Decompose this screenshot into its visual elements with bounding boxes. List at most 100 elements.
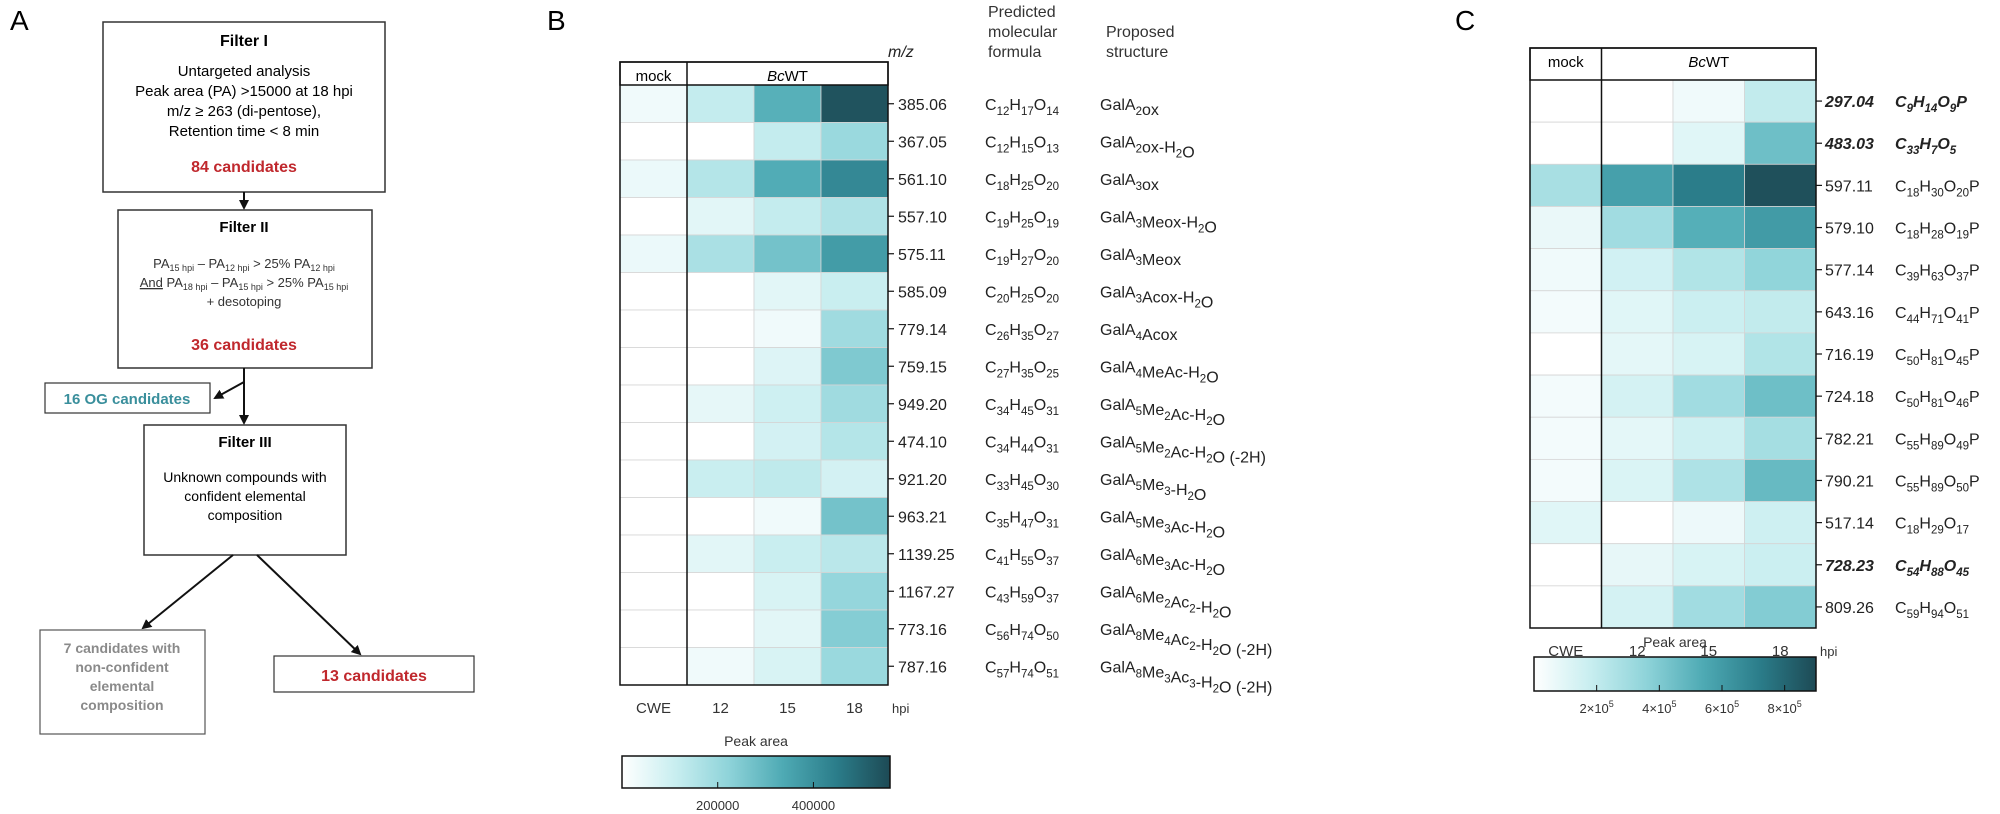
heatmap-cell bbox=[1529, 585, 1602, 629]
formula-label: C34H44O31 bbox=[985, 434, 1059, 455]
heatmap-cell bbox=[1601, 79, 1674, 123]
heatmap-cell bbox=[619, 272, 688, 311]
mz-label: 790.21 bbox=[1825, 473, 1874, 490]
mz-label: 575.11 bbox=[898, 247, 946, 264]
formula-label: C27H35O25 bbox=[985, 359, 1059, 380]
mz-label: 367.05 bbox=[898, 134, 947, 151]
column-label: 18 bbox=[1772, 643, 1789, 660]
structure-label: GalA6Me2Ac2-H2O bbox=[1100, 584, 1231, 621]
heatmap-cell bbox=[1601, 290, 1674, 334]
heatmap-cell bbox=[1601, 416, 1674, 460]
colorbar-c: Peak area 2×105 4×105 6×105 8×105 bbox=[1533, 634, 1817, 716]
heatmap-cell bbox=[1672, 206, 1745, 250]
mz-label: 561.10 bbox=[898, 172, 947, 189]
heatmap-b: mock BcWT CWE 12 15 18 hpi 385.06 C12H17O14 GalA2… bbox=[619, 4, 1272, 717]
mz-label: 1167.27 bbox=[898, 584, 955, 601]
header-structure: structure bbox=[1106, 44, 1168, 61]
heatmap-cell bbox=[1744, 121, 1817, 165]
formula-label: C19H27O20 bbox=[985, 247, 1059, 268]
heatmap-cell bbox=[1672, 79, 1745, 123]
heatmap-cell bbox=[1529, 458, 1602, 502]
colorbar-tick-label: 2×105 bbox=[1580, 699, 1614, 716]
formula-label: C12H15O13 bbox=[985, 134, 1059, 155]
heatmap-cell bbox=[753, 497, 822, 536]
filter1-result: 84 candidates bbox=[191, 159, 297, 176]
heatmap-cell bbox=[1529, 163, 1602, 207]
heatmap-cell bbox=[1601, 585, 1674, 629]
heatmap-cell bbox=[1529, 121, 1602, 165]
header-structure: Proposed bbox=[1106, 24, 1175, 41]
heatmap-cell bbox=[686, 84, 755, 123]
heatmap-cell bbox=[1672, 416, 1745, 460]
formula-label: C33H45O30 bbox=[985, 472, 1059, 493]
heatmap-cell bbox=[1529, 416, 1602, 460]
formula-label: C18H25O20 bbox=[985, 172, 1059, 193]
colorbar-tick-label: 8×105 bbox=[1768, 699, 1802, 716]
column-label: 12 bbox=[1629, 643, 1646, 660]
heatmap-cell bbox=[1672, 458, 1745, 502]
colorbar-title: Peak area bbox=[724, 733, 788, 749]
group-label-mock: mock bbox=[1548, 54, 1584, 71]
filter1-box bbox=[102, 21, 386, 193]
mz-label: 716.19 bbox=[1825, 347, 1874, 364]
mz-label: 643.16 bbox=[1825, 305, 1874, 322]
heatmap-cell bbox=[753, 122, 822, 161]
heatmap-cell bbox=[753, 197, 822, 236]
mz-label: 759.15 bbox=[898, 359, 947, 376]
heatmap-cell bbox=[1672, 332, 1745, 376]
structure-label: GalA4MeAc-H2O bbox=[1100, 359, 1219, 386]
heatmap-cell bbox=[686, 534, 755, 573]
mz-label: 728.23 bbox=[1825, 558, 1874, 575]
group-label-bcwt: BcWT bbox=[767, 68, 808, 85]
heatmap-cell bbox=[753, 572, 822, 611]
heatmap-cell bbox=[753, 234, 822, 273]
structure-label: GalA5Me2Ac-H2O (-2H) bbox=[1100, 434, 1266, 466]
heatmap-cell bbox=[686, 197, 755, 236]
colorbar-tick-label: 400000 bbox=[792, 798, 835, 813]
heatmap-cell bbox=[686, 159, 755, 198]
formula-label: C56H74O50 bbox=[985, 622, 1059, 643]
formula-label: C54H88O45 bbox=[1895, 558, 1970, 579]
header-formula: formula bbox=[988, 44, 1041, 61]
heatmap-cell bbox=[1744, 374, 1817, 418]
structure-label: GalA4Acox bbox=[1100, 322, 1178, 344]
arrow-to-nonconfident bbox=[141, 554, 234, 630]
filter1-line: m/z ≥ 263 (di-pentose), bbox=[167, 103, 321, 120]
heatmap-cell bbox=[1529, 206, 1602, 250]
mz-label: 1139.25 bbox=[898, 547, 955, 564]
heatmap-cell bbox=[1672, 501, 1745, 545]
mz-label: 474.10 bbox=[898, 434, 947, 451]
heatmap-cell bbox=[1529, 374, 1602, 418]
heatmap-cell bbox=[1744, 585, 1817, 629]
heatmap-cell bbox=[686, 272, 755, 311]
heatmap-cell bbox=[820, 347, 889, 386]
filter3-line: composition bbox=[208, 507, 283, 523]
column-label: 15 bbox=[779, 700, 796, 717]
heatmap-cell bbox=[1744, 248, 1817, 292]
heatmap-cell bbox=[619, 572, 688, 611]
filter2-desotoping: + desotoping bbox=[207, 294, 282, 309]
group-label-mock: mock bbox=[636, 68, 672, 85]
filter1-line: Retention time < 8 min bbox=[169, 123, 320, 140]
heatmap-cell bbox=[820, 497, 889, 536]
heatmap-cell bbox=[820, 422, 889, 461]
heatmap-cell bbox=[619, 609, 688, 648]
heatmap-cell bbox=[753, 384, 822, 423]
heatmap-cell bbox=[1672, 163, 1745, 207]
heatmap-cell bbox=[619, 159, 688, 198]
mz-label: 385.06 bbox=[898, 97, 947, 114]
heatmap-cell bbox=[1601, 332, 1674, 376]
filter1-title: Filter I bbox=[220, 33, 268, 50]
column-label: 12 bbox=[712, 700, 729, 717]
heatmap-cell bbox=[619, 647, 688, 686]
mz-label: 921.20 bbox=[898, 472, 947, 489]
formula-label: C33H7O5 bbox=[1895, 136, 1957, 157]
panel-label-c: C bbox=[1455, 5, 1475, 36]
group-label-bcwt: BcWT bbox=[1688, 54, 1729, 71]
heatmap-cell bbox=[753, 459, 822, 498]
panel-a-flowchart: A Filter I Untargeted analysis Peak area… bbox=[10, 5, 475, 735]
structure-label: GalA3Meox bbox=[1100, 247, 1181, 269]
colorbar-tick-label: 4×105 bbox=[1642, 699, 1676, 716]
mz-label: 787.16 bbox=[898, 659, 947, 676]
